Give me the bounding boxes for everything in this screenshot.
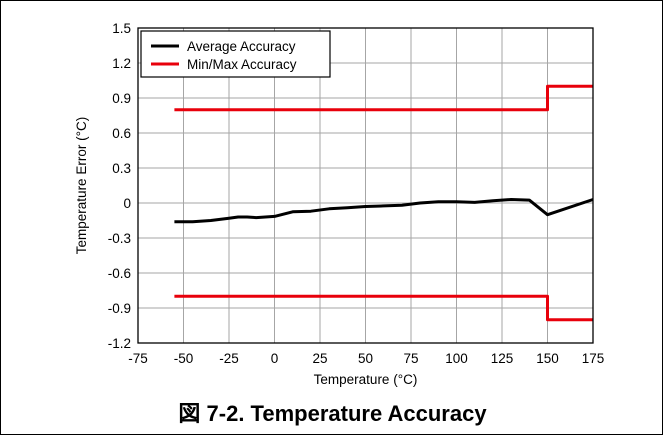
x-tick-label: 100 [445,351,468,366]
x-tick-label: 25 [312,351,327,366]
x-tick-label: -50 [174,351,194,366]
y-tick-label: -1.2 [108,336,131,351]
x-tick-label: 125 [491,351,514,366]
x-tick-label: 75 [403,351,418,366]
y-tick-label: -0.6 [108,266,131,281]
plot-border [137,27,594,344]
y-tick-label: 0.9 [112,91,131,106]
x-tick-label: 0 [271,351,279,366]
series-layer [174,84,594,322]
x-tick-label: -25 [219,351,239,366]
y-tick-label: -0.3 [108,231,131,246]
y-axis-title: Temperature Error (°C) [74,117,89,254]
figure-caption: 図 7-2. Temperature Accuracy [178,401,487,426]
x-tick-label: 150 [536,351,559,366]
legend-box [140,30,331,78]
y-tick-label: -0.9 [108,301,131,316]
chart: -75 -50 -25 0 25 50 75 100 125 150 175 -1.2 -0.9 -0.… [74,21,604,387]
legend: Average Accuracy Min/Max Accuracy [140,30,331,78]
x-tick-label: 175 [582,351,605,366]
y-tick-label: 0 [123,196,131,211]
legend-label-minmax: Min/Max Accuracy [187,57,297,72]
series-line-max-accuracy [174,84,593,112]
x-tick-labels: -75 -50 -25 0 25 50 75 100 125 150 175 [128,351,604,366]
legend-label-average: Average Accuracy [187,39,296,54]
y-tick-label: 0.3 [112,161,131,176]
y-tick-label: 0.6 [112,126,131,141]
y-tick-labels: -1.2 -0.9 -0.6 -0.3 0 0.3 0.6 0.9 1.2 1.5 [108,21,131,351]
y-tick-label: 1.2 [112,56,131,71]
x-tick-label: 50 [358,351,373,366]
y-tick-label: 1.5 [112,21,131,36]
series-line-average-accuracy [174,198,594,224]
x-tick-label: -75 [128,351,148,366]
x-axis-title: Temperature (°C) [314,372,418,387]
series-line-min-accuracy [174,294,593,322]
